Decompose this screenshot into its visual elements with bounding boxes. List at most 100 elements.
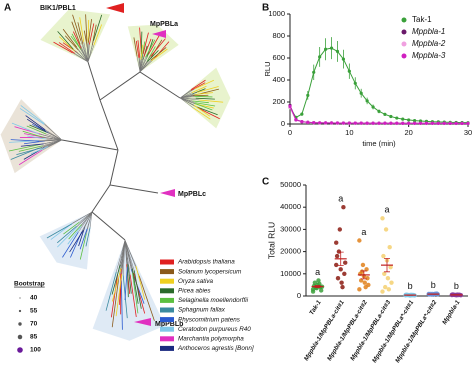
leaf-branch [58, 42, 76, 54]
leaf-branch [71, 211, 93, 225]
y-tick-label: 1000 [268, 9, 285, 18]
arrow [152, 30, 166, 38]
point [377, 121, 381, 125]
leaf-branch [46, 223, 73, 239]
leaf-branch [194, 79, 215, 90]
leaf-branch [79, 228, 88, 250]
point [395, 121, 399, 125]
panel-label: B [262, 3, 269, 14]
point [335, 49, 340, 54]
bootstrap-dot [18, 322, 22, 326]
leaf-branch [16, 147, 43, 156]
leaf-branch [20, 143, 44, 147]
point [395, 116, 399, 120]
dot [339, 280, 344, 285]
series-line [289, 105, 468, 124]
leaf-branch [120, 280, 123, 330]
leaf-branch [126, 265, 129, 298]
bootstrap-value: 100 [30, 347, 41, 354]
leaf-branch [57, 227, 77, 248]
dot [335, 276, 341, 281]
dot [388, 264, 393, 270]
dot [383, 284, 388, 290]
leaf-branch [83, 41, 89, 63]
leaf-branch [72, 31, 82, 49]
legend-label: Mppbla-1 [412, 27, 445, 36]
dot [342, 271, 347, 276]
species-swatch [160, 326, 174, 332]
y-tick-label: 0 [297, 291, 301, 300]
dot [334, 240, 339, 245]
dot [340, 284, 345, 290]
leaf-branch [10, 139, 39, 142]
legend-marker [401, 41, 407, 47]
x-tick-label: 0 [288, 128, 292, 137]
leaf-branch [124, 239, 128, 267]
leaf-branch [140, 31, 143, 54]
bootstrap-value: 85 [30, 334, 38, 341]
bootstrap-value: 40 [30, 295, 38, 302]
tree-label: MpPBLa [150, 21, 178, 28]
point [413, 121, 417, 125]
legend-marker [401, 53, 407, 59]
dot [387, 244, 392, 250]
leaf-branch [143, 38, 152, 57]
y-tick-label: 200 [272, 97, 285, 106]
sem-bar [337, 251, 344, 266]
leaf-branch [191, 85, 207, 94]
leaf-branch [195, 102, 216, 107]
dot [357, 238, 362, 243]
point [306, 93, 310, 97]
dot [382, 271, 387, 276]
point [324, 47, 328, 51]
dot [334, 253, 340, 259]
leaf-branch [26, 118, 47, 132]
leaf-branch [139, 60, 152, 73]
point [312, 121, 316, 125]
x-tick-label: 20 [404, 128, 412, 137]
point [347, 121, 351, 125]
leaf-branch [138, 275, 155, 321]
leaf-branch [179, 97, 195, 106]
sem-bar [384, 258, 390, 273]
dot [360, 262, 366, 268]
bootstrap-dot [18, 309, 22, 313]
significance-letter: b [408, 281, 413, 291]
dot [364, 267, 369, 272]
leaf-branch [79, 44, 89, 63]
leaf-branch [27, 135, 47, 140]
leaf-branch [25, 115, 46, 131]
x-tick-label: Mppbla-1/MpPBLa*-cit#1 [371, 299, 415, 364]
y-tick-label: 50000 [280, 180, 301, 189]
leaf-branch [136, 56, 141, 73]
x-tick-label: Tak-1 [308, 299, 323, 317]
leaf-branch [29, 124, 48, 134]
point [460, 121, 464, 126]
panel-label: C [262, 177, 269, 188]
leaf-branch [38, 139, 63, 142]
point [288, 104, 292, 108]
point [365, 99, 369, 103]
point [436, 121, 440, 125]
leaf-branch [111, 279, 119, 328]
leaf-branch [67, 226, 82, 245]
legend-label: Mppbla-3 [412, 51, 446, 60]
y-tick-label: 0 [281, 119, 285, 128]
x-tick-label: Mppbla-1/MpPBLa-cit#1 [303, 299, 346, 362]
leaf-branch [79, 211, 93, 223]
legend-marker [401, 29, 407, 35]
leaf-branch [133, 273, 146, 314]
dot [358, 278, 364, 283]
y-tick-label: 30000 [280, 224, 301, 233]
leaf-branch [44, 123, 63, 141]
leaf-branch [196, 106, 218, 116]
species-name: Solanum lycopersicum [178, 268, 241, 275]
leaf-branch [57, 31, 74, 50]
leaf-branch [111, 264, 121, 295]
species-name: Oryza sativa [178, 278, 213, 285]
leaf-branch [11, 122, 40, 135]
leaf-branch [45, 129, 63, 141]
dot [317, 281, 322, 286]
tree: BIK1/PBL1 MpPBLa MpPBLc MpPBLb Bootstrap [0, 3, 231, 341]
leaf-branch [179, 92, 198, 99]
